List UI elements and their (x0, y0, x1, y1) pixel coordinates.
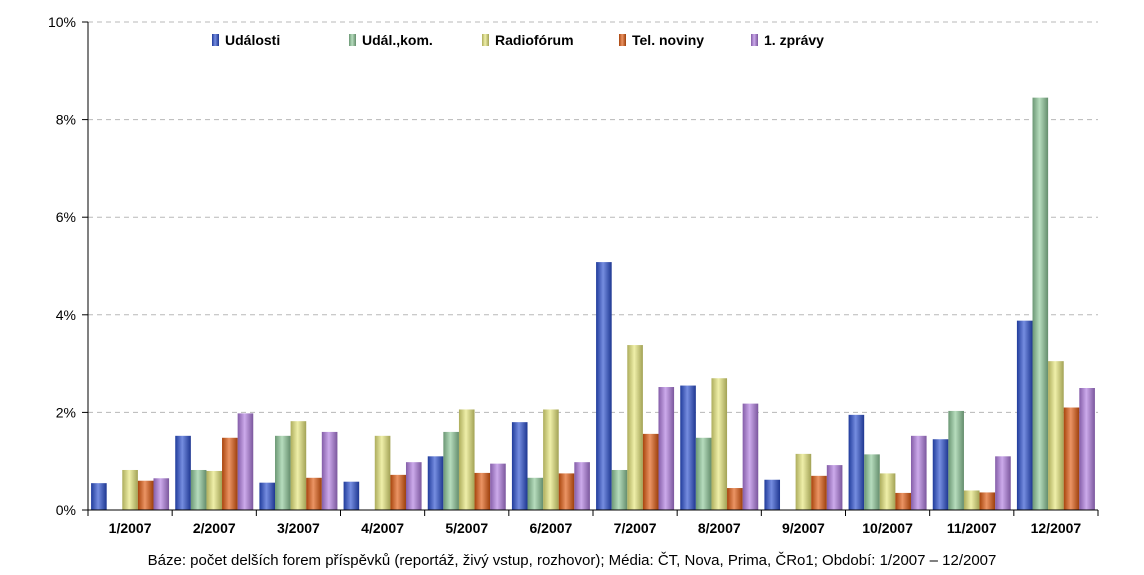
bar (1063, 407, 1080, 510)
x-axis-categories: 1/2007 2/2007 3/2007 4/2007 5/2007 6/2007 7/20… (109, 520, 1082, 536)
bars (91, 97, 1095, 510)
legend-swatch (751, 34, 758, 46)
bar (574, 462, 590, 510)
bar (458, 409, 475, 510)
bar (443, 431, 459, 510)
x-category-label: 8/2007 (698, 520, 741, 536)
bar (932, 439, 949, 510)
x-category-label: 9/2007 (782, 520, 825, 536)
legend-label: Události (225, 32, 280, 48)
bar (948, 410, 964, 510)
bar (343, 481, 360, 510)
bar (490, 463, 506, 510)
bar (1032, 97, 1049, 510)
bar (275, 435, 291, 510)
legend-swatch (212, 34, 219, 46)
legend-label: Radiofórum (495, 32, 574, 48)
x-category-label: 1/2007 (109, 520, 152, 536)
bar (474, 472, 491, 510)
bar (237, 413, 254, 510)
bar (290, 421, 307, 510)
legend-label: 1. zprávy (764, 32, 824, 48)
chart-caption: Báze: počet delších forem příspěvků (rep… (147, 552, 997, 569)
bar (895, 492, 911, 510)
y-axis-ticks: 0% 2% 4% 6% 8% 10% (48, 14, 76, 518)
bar (153, 478, 170, 510)
bar-chart: 0% 2% 4% 6% 8% 10% 1/2007 2/2007 3/2007 4/2007 5/… (48, 14, 1099, 536)
bar (795, 453, 812, 510)
x-category-label: 5/2007 (445, 520, 488, 536)
bar (137, 480, 154, 510)
bar (680, 385, 696, 510)
bar (742, 403, 759, 510)
bar (374, 435, 391, 510)
x-category-label: 12/2007 (1031, 520, 1082, 536)
bar (764, 479, 781, 510)
bar (963, 490, 980, 510)
bar (910, 435, 927, 510)
bar (848, 414, 865, 510)
bar (596, 262, 612, 510)
bar (658, 387, 675, 510)
y-tick-label: 0% (56, 502, 76, 518)
bar (1016, 320, 1033, 510)
bar (611, 469, 628, 510)
bar (190, 469, 207, 510)
legend-label: Udál.,kom. (362, 32, 433, 48)
bar (695, 437, 712, 510)
axes (82, 21, 1099, 516)
bar (122, 469, 138, 510)
bar (642, 433, 659, 510)
legend-swatch (482, 34, 489, 46)
y-tick-label: 6% (56, 209, 76, 225)
bar (864, 454, 880, 510)
bar (390, 474, 406, 510)
x-category-label: 11/2007 (947, 520, 997, 536)
x-category-label: 7/2007 (614, 520, 657, 536)
bar (979, 492, 996, 510)
y-tick-label: 4% (56, 307, 76, 323)
bar (306, 477, 322, 510)
bar (1079, 388, 1095, 510)
bar (995, 456, 1011, 510)
y-tick-label: 10% (48, 14, 76, 30)
bar (91, 483, 107, 510)
x-category-label: 4/2007 (361, 520, 404, 536)
bar (405, 462, 422, 510)
bar (321, 431, 338, 510)
x-category-label: 10/2007 (862, 520, 913, 536)
bar (811, 475, 827, 510)
bar (427, 456, 444, 510)
bar (543, 409, 559, 510)
bar (511, 422, 528, 510)
y-tick-label: 2% (56, 404, 76, 420)
y-tick-label: 8% (56, 112, 76, 128)
x-category-label: 6/2007 (530, 520, 573, 536)
bar (527, 477, 544, 510)
legend-swatch (349, 34, 356, 46)
legend: Události Udál.,kom. Radiofórum Tel. noviny 1… (212, 32, 824, 48)
x-category-label: 3/2007 (277, 520, 320, 536)
bar (558, 473, 575, 510)
bar (259, 482, 276, 510)
bar (206, 470, 223, 510)
bar (711, 378, 728, 510)
x-category-label: 2/2007 (193, 520, 236, 536)
bar (627, 345, 643, 510)
legend-swatch (619, 34, 626, 46)
bar (175, 435, 191, 510)
bar (727, 488, 743, 510)
bar (879, 473, 896, 510)
bar (826, 465, 843, 510)
gridlines (88, 21, 1098, 413)
bar (222, 437, 238, 510)
bar (1048, 361, 1064, 510)
legend-label: Tel. noviny (632, 32, 704, 48)
